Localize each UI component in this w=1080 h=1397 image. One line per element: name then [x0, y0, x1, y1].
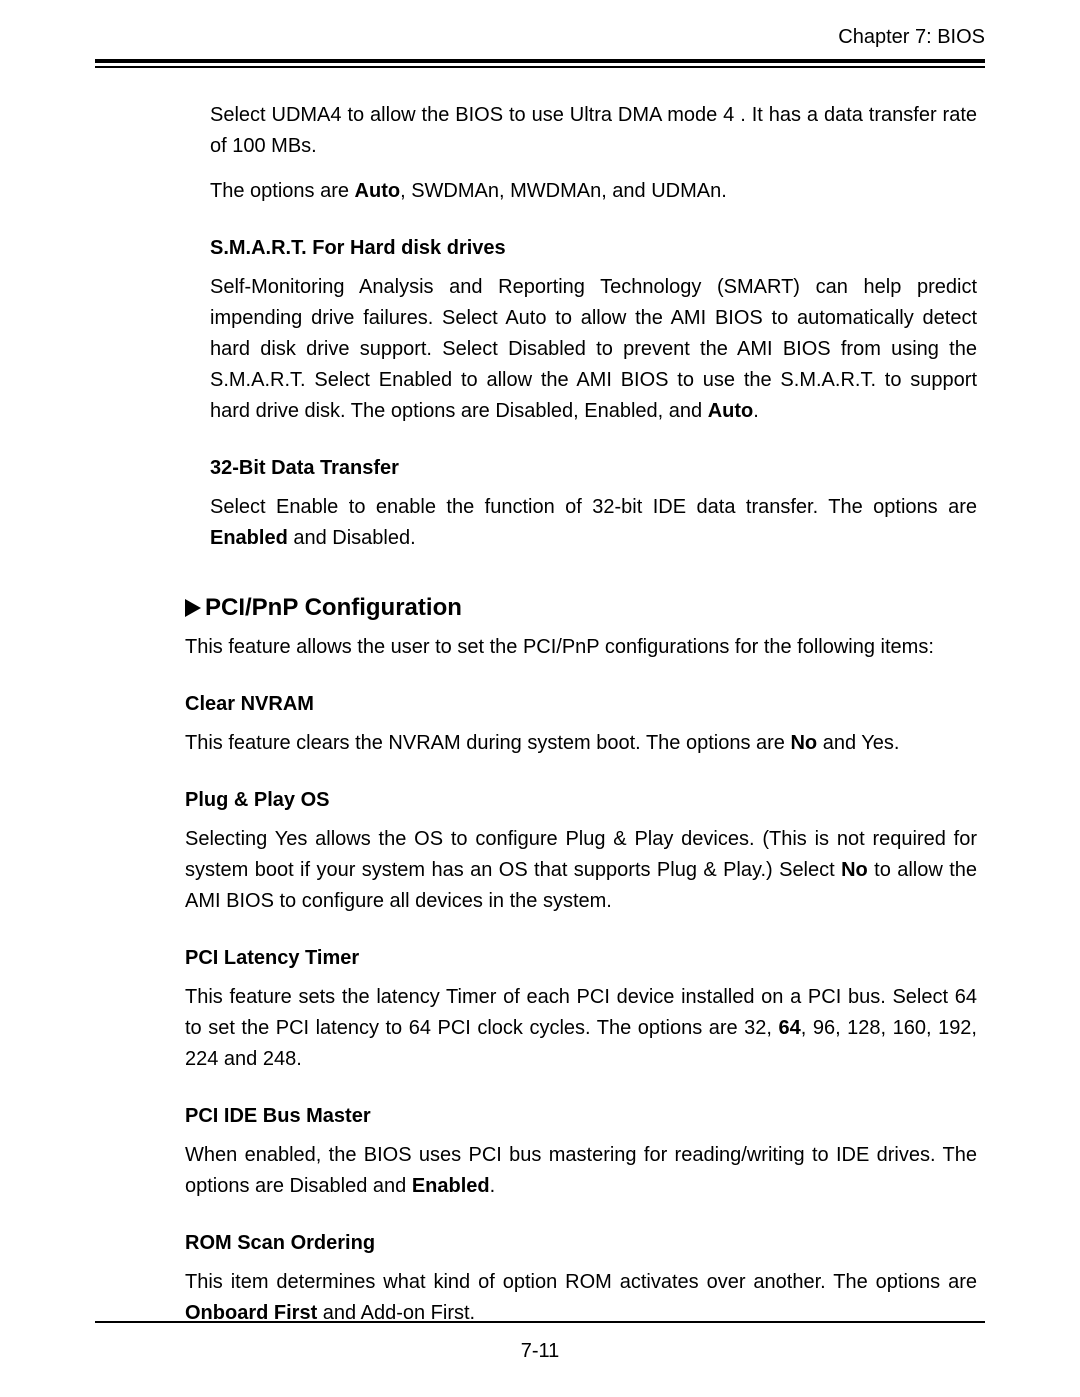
latency-heading: PCI Latency Timer — [185, 947, 977, 970]
triangle-icon — [185, 599, 201, 617]
section-title: PCI/PnP Configuration — [205, 594, 462, 622]
pnp-body: Selecting Yes allows the OS to configure… — [185, 824, 977, 917]
pnp-bold: No — [841, 859, 868, 881]
cn-post: and Yes. — [817, 732, 899, 754]
smart-heading: S.M.A.R.T. For Hard disk drives — [210, 237, 977, 260]
smart-body: Self-Monitoring Analysis and Reporting T… — [210, 272, 977, 427]
busmaster-heading: PCI IDE Bus Master — [185, 1105, 977, 1128]
options-line: The options are Auto, SWDMAn, MWDMAn, an… — [210, 176, 977, 207]
smart-post: . — [753, 400, 759, 422]
bit32-bold: Enabled — [210, 527, 288, 549]
bm-pre: When enabled, the BIOS uses PCI bus mast… — [185, 1144, 977, 1197]
chapter-header: Chapter 7: BIOS — [95, 26, 985, 49]
options-pre: The options are — [210, 180, 355, 202]
clear-nvram-body: This feature clears the NVRAM during sys… — [185, 728, 977, 759]
wide-content: PCI/PnP Configuration This feature allow… — [95, 594, 985, 1329]
header-rule — [95, 59, 985, 68]
smart-pre: Self-Monitoring Analysis and Reporting T… — [210, 276, 977, 422]
smart-bold: Auto — [708, 400, 754, 422]
pnp-heading: Plug & Play OS — [185, 789, 977, 812]
bit32-heading: 32-Bit Data Transfer — [210, 457, 977, 480]
lat-bold: 64 — [779, 1017, 801, 1039]
udma-paragraph: Select UDMA4 to allow the BIOS to use Ul… — [210, 100, 977, 162]
options-bold: Auto — [355, 180, 401, 202]
page-number: 7-11 — [0, 1340, 1080, 1363]
section-intro: This feature allows the user to set the … — [185, 632, 977, 663]
page: Chapter 7: BIOS Select UDMA4 to allow th… — [0, 0, 1080, 1397]
bm-post: . — [490, 1175, 496, 1197]
footer-rule — [95, 1321, 985, 1323]
bit32-body: Select Enable to enable the function of … — [210, 492, 977, 554]
romscan-body: This item determines what kind of option… — [185, 1267, 977, 1329]
options-post: , SWDMAn, MWDMAn, and UDMAn. — [400, 180, 727, 202]
bit32-pre: Select Enable to enable the function of … — [210, 496, 977, 518]
bit32-post: and Disabled. — [288, 527, 416, 549]
bm-bold: Enabled — [412, 1175, 490, 1197]
latency-body: This feature sets the latency Timer of e… — [185, 982, 977, 1075]
rs-pre: This item determines what kind of option… — [185, 1271, 977, 1293]
clear-nvram-heading: Clear NVRAM — [185, 693, 977, 716]
busmaster-body: When enabled, the BIOS uses PCI bus mast… — [185, 1140, 977, 1202]
cn-bold: No — [790, 732, 817, 754]
indented-content: Select UDMA4 to allow the BIOS to use Ul… — [95, 100, 985, 554]
section-heading: PCI/PnP Configuration — [185, 594, 977, 622]
romscan-heading: ROM Scan Ordering — [185, 1232, 977, 1255]
cn-pre: This feature clears the NVRAM during sys… — [185, 732, 790, 754]
